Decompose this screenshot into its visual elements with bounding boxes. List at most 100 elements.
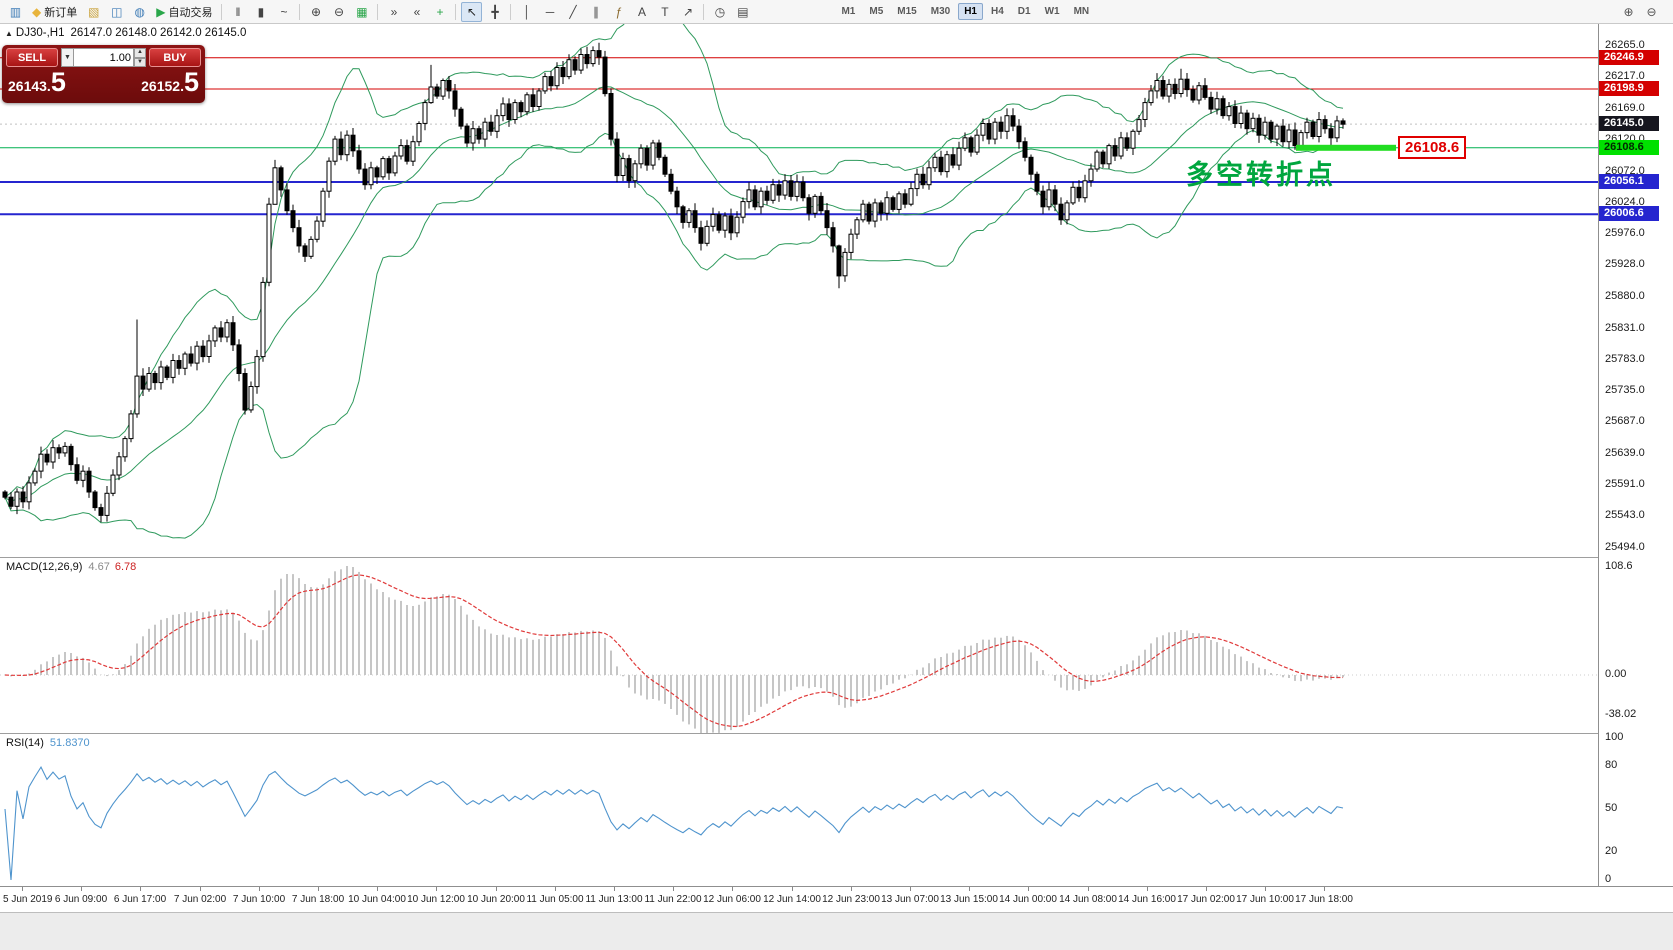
tile-windows-button[interactable]: ▦ — [351, 2, 372, 22]
time-axis-label: 7 Jun 18:00 — [291, 894, 345, 905]
chart-shift-button[interactable]: « — [406, 2, 427, 22]
volume-up-button[interactable]: ▲ — [134, 48, 146, 58]
time-axis-tick — [969, 887, 970, 891]
time-axis-tick — [1088, 887, 1089, 891]
bar-chart-type-button[interactable]: ‖ — [227, 2, 248, 22]
time-axis-tick — [792, 887, 793, 891]
candlestick-type-button[interactable]: ▮ — [250, 2, 271, 22]
time-axis-label: 13 Jun 15:00 — [940, 894, 998, 905]
timeframe-h4-button[interactable]: H4 — [990, 6, 1004, 17]
time-axis-tick — [259, 887, 260, 891]
time-axis-label: 10 Jun 20:00 — [467, 894, 525, 905]
toolbar-main-group: ▥ ◆ 新订单 ▧ ◫ ◍ ▶ 自动交易 ‖ ▮ ~ ⊕ ⊖ ▦ » « + ↖ ╋ │ ─ ╱ ∥ ƒ A T ↗ ◷ ▤ — [4, 0, 754, 24]
price-level-badge: 26056.1 — [1599, 174, 1659, 189]
toolbar-right-group: ⊕ ⊖ — [1617, 0, 1663, 24]
symbol-name: DJ30-,H1 — [15, 27, 65, 39]
fibonacci-button[interactable]: ƒ — [608, 2, 629, 22]
indicator-scale-label: -38.02 — [1605, 708, 1637, 720]
panel-separator[interactable] — [0, 733, 1673, 734]
trendline-button[interactable]: ╱ — [562, 2, 583, 22]
timeframe-h1-button[interactable]: H1 — [958, 3, 983, 20]
buy-button[interactable]: BUY — [149, 48, 201, 67]
toolbar-separator — [377, 3, 379, 20]
autotrade-button[interactable]: ▶ 自动交易 — [152, 2, 216, 22]
price-axis-tick: 26024.0 — [1605, 196, 1645, 208]
price-level-badge: 26246.9 — [1599, 50, 1659, 65]
horizontal-line-button[interactable]: ─ — [539, 2, 560, 22]
candlestick-type-icon: ▮ — [257, 4, 265, 19]
macd-panel-canvas[interactable] — [0, 558, 1598, 734]
timeframe-d1-button[interactable]: D1 — [1017, 6, 1031, 17]
volume-input[interactable] — [74, 48, 134, 67]
new-order-button[interactable]: ◆ 新订单 — [28, 2, 81, 22]
chart-profiles-button[interactable]: ▧ — [83, 2, 104, 22]
time-axis-tick — [1265, 887, 1266, 891]
panel-separator[interactable] — [0, 557, 1673, 558]
time-axis-tick — [1028, 887, 1029, 891]
auto-scroll-button[interactable]: » — [383, 2, 404, 22]
indicators-button[interactable]: + — [429, 2, 450, 22]
timeframe-m15-button[interactable]: M15 — [897, 6, 917, 17]
vertical-line-icon: │ — [523, 4, 531, 19]
time-axis-tick — [496, 887, 497, 891]
price-axis[interactable]: 26265.0 26217.0 26169.0 26120.0 26072.0 26024… — [1598, 24, 1673, 886]
time-axis-label: 17 Jun 10:00 — [1236, 894, 1294, 905]
auto-scroll-icon: » — [390, 4, 398, 19]
rsi-indicator-name: RSI(14) — [6, 737, 44, 749]
price-axis-tick: 25783.0 — [1605, 353, 1645, 365]
symbol-header: ▲ DJ30-,H1 26147.0 26148.0 26142.0 26145.0 — [5, 27, 246, 39]
time-axis-tick — [673, 887, 674, 891]
market-watch-icon: ◍ — [134, 4, 145, 19]
magnifier-minus-icon: ⊖ — [1646, 4, 1657, 19]
timeframe-m30-button[interactable]: M30 — [930, 6, 951, 17]
rsi-panel-canvas[interactable] — [0, 734, 1598, 886]
price-axis-tick: 25639.0 — [1605, 447, 1645, 459]
fibonacci-icon: ƒ — [615, 4, 623, 19]
magnifier-plus-button[interactable]: ⊕ — [1618, 2, 1639, 22]
time-axis-label: 14 Jun 00:00 — [999, 894, 1057, 905]
arrows-button[interactable]: ↗ — [677, 2, 698, 22]
text-button[interactable]: A — [631, 2, 652, 22]
cursor-button[interactable]: ↖ — [461, 1, 483, 22]
volume-dropdown-button[interactable]: ▼ — [61, 48, 74, 67]
time-axis-label: 17 Jun 18:00 — [1295, 894, 1353, 905]
magnifier-minus-button[interactable]: ⊖ — [1641, 2, 1662, 22]
timeframe-mn-button[interactable]: MN — [1073, 6, 1090, 17]
data-window-button[interactable]: ◫ — [106, 2, 127, 22]
indicator-scale-label: 50 — [1605, 802, 1618, 814]
price-chart-canvas[interactable] — [0, 24, 1598, 558]
rsi-value: 51.8370 — [49, 737, 90, 749]
timeframe-m5-button[interactable]: M5 — [869, 6, 884, 17]
price-level-badge: 26145.0 — [1599, 116, 1659, 131]
text-label-button[interactable]: T — [654, 2, 675, 22]
price-axis-tick: 25831.0 — [1605, 322, 1645, 334]
vertical-line-button[interactable]: │ — [516, 2, 537, 22]
time-axis-tick — [377, 887, 378, 891]
time-axis-label: 10 Jun 12:00 — [407, 894, 465, 905]
time-axis[interactable]: 5 Jun 2019 6 Jun 09:00 6 Jun 17:00 7 Jun 02… — [0, 886, 1673, 912]
text-label-icon: T — [661, 4, 669, 19]
time-axis-label: 12 Jun 23:00 — [822, 894, 880, 905]
new-chart-button[interactable]: ▥ — [5, 2, 26, 22]
timeframe-m1-button[interactable]: M1 — [841, 6, 856, 17]
time-axis-tick — [22, 887, 23, 891]
toolbar: ▥ ◆ 新订单 ▧ ◫ ◍ ▶ 自动交易 ‖ ▮ ~ ⊕ ⊖ ▦» «+ ↖ ╋ │ ─ ╱ ∥ ƒ A T ↗ ◷ ▤ M1 M5 M… — [0, 0, 1673, 24]
zoom-out-button[interactable]: ⊖ — [328, 2, 349, 22]
price-axis-tick: 25494.0 — [1605, 541, 1645, 553]
template-button[interactable]: ▤ — [732, 2, 753, 22]
sell-button[interactable]: SELL — [6, 48, 58, 67]
time-axis-tick — [851, 887, 852, 891]
period-button[interactable]: ◷ — [709, 2, 730, 22]
crosshair-button[interactable]: ╋ — [484, 2, 505, 22]
toolbar-separator — [221, 3, 223, 20]
timeframe-w1-button[interactable]: W1 — [1044, 6, 1060, 17]
volume-down-button[interactable]: ▼ — [134, 57, 146, 67]
zoom-in-button[interactable]: ⊕ — [305, 2, 326, 22]
market-watch-button[interactable]: ◍ — [129, 2, 150, 22]
collapse-arrow-icon[interactable]: ▲ — [5, 29, 13, 38]
channel-button[interactable]: ∥ — [585, 2, 606, 22]
line-chart-type-button[interactable]: ~ — [273, 2, 294, 22]
new-chart-icon: ▥ — [9, 4, 22, 19]
time-axis-label: 5 Jun 2019 — [3, 894, 53, 905]
toolbar-separator — [299, 3, 301, 20]
